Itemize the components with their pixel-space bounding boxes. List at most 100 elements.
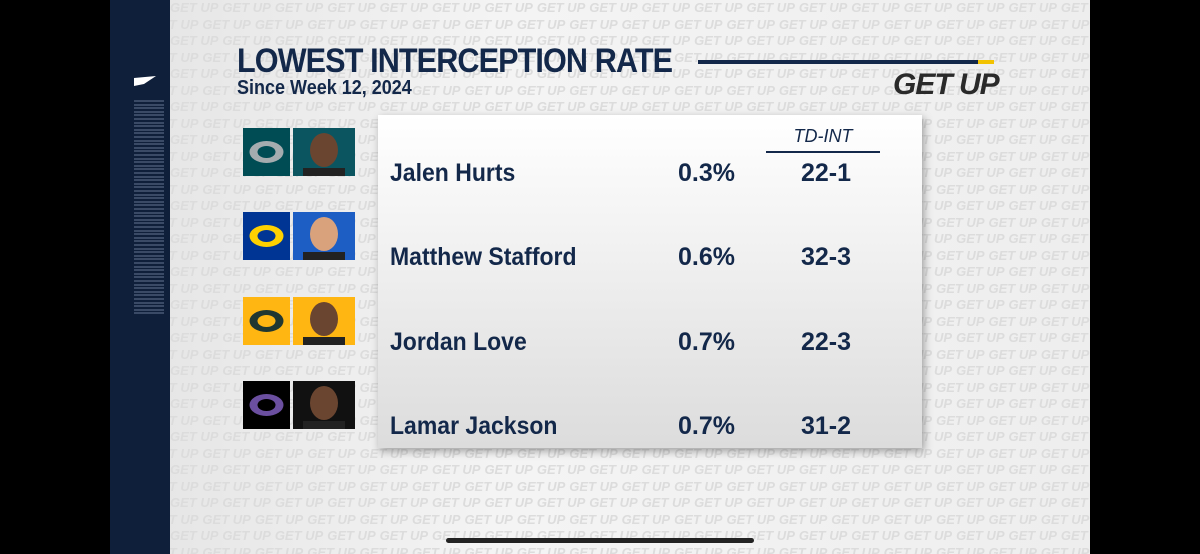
watermark-text: GET UP	[936, 544, 985, 554]
watermark-text: GET UP	[956, 528, 1005, 543]
watermark-text: GET UP	[464, 544, 513, 554]
strip-tick	[134, 186, 164, 189]
watermark-text: GET UP	[1060, 33, 1090, 48]
watermark-text: GET UP	[536, 99, 586, 114]
watermark-text: GET UP	[222, 264, 271, 279]
strip-tick	[134, 121, 164, 124]
td-int: 22-1	[800, 159, 852, 187]
watermark-text: GET UP	[956, 99, 1005, 114]
watermark-text: GET UP	[798, 33, 848, 48]
strip-tick	[134, 229, 164, 232]
watermark-text: GET UP	[222, 198, 271, 213]
watermark-text: GET UP	[202, 511, 251, 527]
watermark-text: GET UP	[746, 0, 795, 15]
strip-tick	[134, 294, 164, 297]
watermark-text: GET UP	[1040, 511, 1090, 527]
watermark-text: GET UP	[988, 49, 1037, 65]
watermark-text: GET UP	[746, 33, 795, 48]
strip-tick	[134, 233, 164, 236]
watermark-text: GET UP	[202, 16, 251, 32]
watermark-text: GET UP	[694, 462, 743, 477]
watermark-text: GET UP	[746, 99, 795, 114]
player-photo	[293, 212, 355, 261]
watermark-text: GET UP	[484, 462, 533, 477]
watermark-text: GET UP	[170, 544, 199, 554]
watermark-text: GET UP	[988, 181, 1037, 197]
watermark-text: GET UP	[641, 33, 691, 48]
watermark-text: GET UP	[674, 478, 723, 494]
strip-tick	[134, 222, 164, 225]
watermark-text: GET UP	[1060, 396, 1090, 411]
watermark-text: GET UP	[1060, 264, 1090, 279]
watermark-text: GET UP	[883, 16, 933, 32]
watermark-text: GET UP	[516, 445, 566, 461]
watermark-text: GET UP	[170, 214, 199, 230]
watermark-text: GET UP	[274, 33, 324, 48]
strip-tick	[134, 128, 164, 131]
watermark-text: GET UP	[202, 379, 251, 395]
strip-flag	[134, 76, 156, 86]
team-logo	[243, 380, 290, 429]
watermark-text: GET UP	[170, 247, 199, 263]
watermark-text: GET UP	[484, 0, 533, 15]
watermark-text: GET UP	[778, 511, 828, 527]
watermark-text: GET UP	[327, 33, 376, 48]
strip-tick	[134, 161, 164, 164]
watermark-text: GET UP	[674, 544, 723, 554]
watermark-text: GET UP	[798, 528, 848, 543]
watermark-text: GET UP	[1008, 495, 1057, 510]
watermark-text: GET UP	[1040, 445, 1090, 461]
watermark-text: GET UP	[956, 132, 1005, 147]
strip-tick	[134, 146, 164, 149]
player-name: Matthew Stafford	[390, 243, 577, 272]
watermark-text: GET UP	[988, 214, 1037, 230]
watermark-text: GET UP	[851, 495, 900, 510]
watermark-text: GET UP	[936, 511, 985, 527]
watermark-text: GET UP	[359, 16, 409, 32]
watermark-text: GET UP	[170, 478, 199, 494]
player-name: Lamar Jackson	[390, 411, 558, 440]
title-rule-accent	[978, 60, 994, 64]
watermark-text: GET UP	[274, 429, 324, 444]
watermark-text: GET UP	[359, 49, 409, 65]
watermark-text: GET UP	[170, 165, 219, 180]
watermark-text: GET UP	[726, 445, 775, 461]
watermark-text: GET UP	[589, 495, 638, 510]
column-header: TD-INT	[766, 126, 880, 153]
watermark-text: GET UP	[274, 99, 324, 114]
watermark-text: GET UP	[988, 82, 1037, 98]
watermark-text: GET UP	[851, 462, 900, 477]
watermark-text: GET UP	[1008, 264, 1057, 279]
watermark-text: GET UP	[170, 379, 199, 395]
watermark-text: GET UP	[936, 478, 985, 494]
watermark-text: GET UP	[170, 445, 199, 461]
strip-tick	[134, 254, 164, 257]
watermark-text: GET UP	[988, 379, 1037, 395]
int-rate: 0.7%	[678, 411, 735, 440]
watermark-text: GET UP	[851, 33, 900, 48]
watermark-text: GET UP	[359, 445, 409, 461]
strip-tick	[134, 247, 164, 250]
strip-tick	[134, 276, 164, 279]
watermark-text: GET UP	[1040, 412, 1090, 428]
watermark-text: GET UP	[170, 313, 199, 329]
watermark-text: GET UP	[569, 16, 618, 32]
watermark-text: GET UP	[1040, 346, 1090, 362]
watermark-text: GET UP	[936, 214, 985, 230]
strip-tick	[134, 287, 164, 290]
title-rule	[698, 60, 978, 64]
watermark-text: GET UP	[936, 412, 985, 428]
strip-tick	[134, 190, 164, 192]
watermark-text: GET UP	[831, 511, 880, 527]
watermark-text: GET UP	[956, 264, 1005, 279]
strip-tick	[134, 107, 164, 110]
watermark-text: GET UP	[1040, 148, 1090, 164]
strip-tick	[134, 110, 164, 113]
strip-tick	[134, 301, 164, 304]
watermark-text: GET UP	[202, 280, 251, 296]
watermark-text: GET UP	[464, 16, 513, 32]
watermark-text: GET UP	[1060, 297, 1090, 312]
watermark-text: GET UP	[621, 16, 671, 32]
